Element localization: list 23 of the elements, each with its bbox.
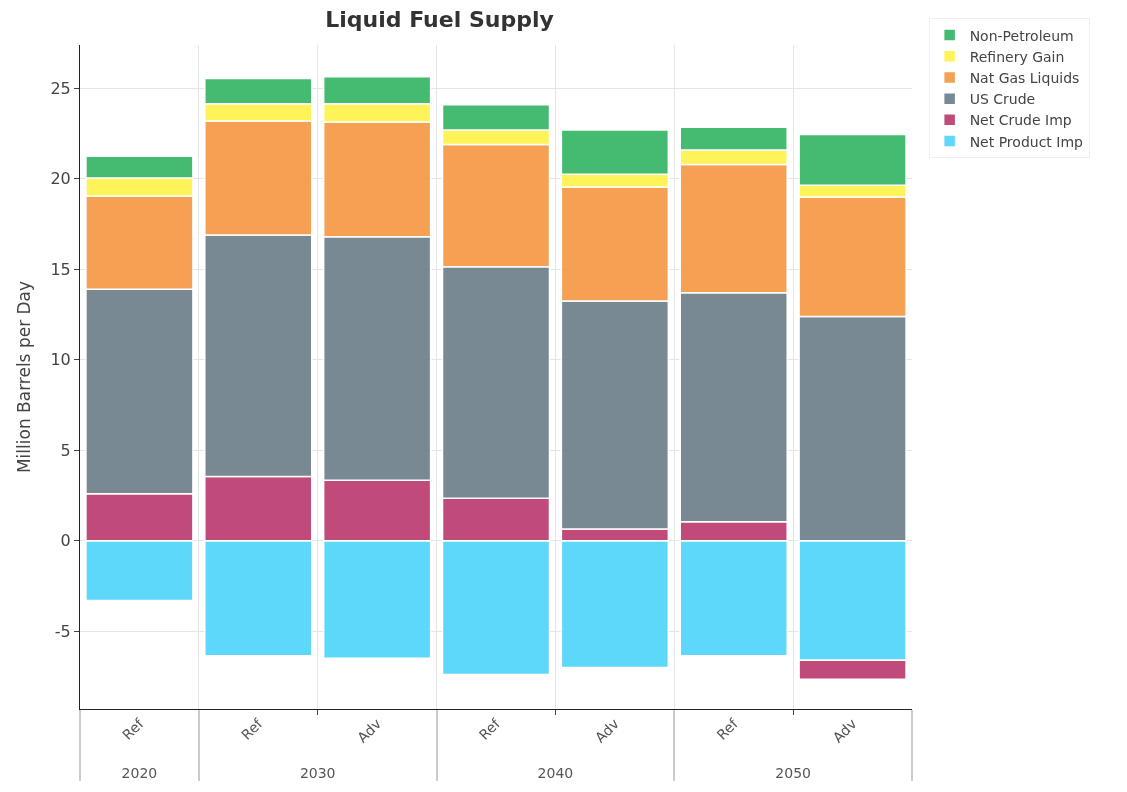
y-tick-label: 15 [50, 259, 71, 279]
x-tick-label: Ref [119, 714, 148, 743]
text: 2050 [775, 764, 811, 781]
y-tick-label: 5 [60, 440, 71, 460]
y-tick-label: 20 [50, 169, 71, 189]
x-tick-label: Ref [238, 714, 267, 743]
legend-label: Refinery Gain [969, 48, 1065, 65]
y-tick-label: -5 [54, 621, 71, 641]
legend-label: Non-Petroleum [969, 27, 1074, 44]
text: 2020 [121, 764, 158, 781]
legend-label: Net Product Imp [969, 133, 1084, 150]
chart-title: Liquid Fuel Supply [325, 7, 554, 33]
legend-label: US Crude [969, 91, 1036, 108]
y-tick-label: 10 [50, 350, 71, 370]
legend-label: Nat Gas Liquids [969, 69, 1080, 86]
legend-label: Net Crude Imp [969, 112, 1072, 129]
y-axis-title: Million Barrels per Day [13, 280, 34, 474]
x-tick-label: Ref [713, 714, 742, 743]
text: 2030 [299, 764, 336, 781]
y-tick-label: 25 [50, 79, 71, 99]
x-tick-label: Ref [475, 714, 504, 743]
y-tick-label: 0 [60, 531, 71, 551]
text: 2040 [537, 764, 574, 781]
